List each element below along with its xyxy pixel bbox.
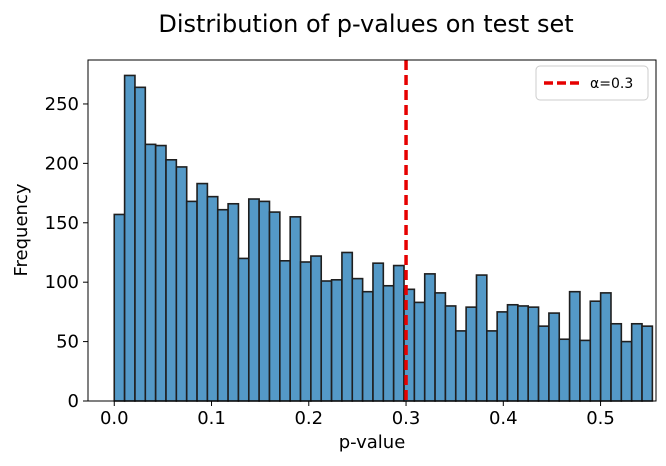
y-axis-ticks: 0 50 100 150 200 250 — [45, 94, 88, 412]
histogram-bar — [641, 325, 654, 402]
legend: α=0.3 — [535, 65, 649, 101]
histogram-bar — [568, 290, 581, 402]
histogram-bar — [165, 159, 178, 402]
histogram-bar — [579, 339, 592, 402]
histogram-bar — [113, 213, 126, 402]
histogram-bar — [341, 251, 354, 402]
histogram-bar — [548, 312, 561, 402]
histogram-bar — [196, 182, 209, 402]
histogram-bar — [589, 300, 602, 402]
histogram-bar — [123, 74, 136, 402]
histogram-bar — [227, 202, 240, 402]
x-axis-ticks: 0.0 0.1 0.2 0.3 0.4 0.5 — [100, 401, 615, 429]
histogram-bar — [134, 86, 147, 402]
histogram-bar — [537, 325, 550, 402]
histogram-bar — [527, 306, 540, 402]
histogram-bar — [486, 330, 498, 402]
histogram-bar — [454, 330, 467, 402]
histogram-bar — [599, 292, 612, 402]
x-tick-label: 0.3 — [392, 408, 421, 429]
histogram-bar — [351, 277, 364, 402]
x-tick-label: 0.5 — [586, 408, 615, 429]
histogram-bar — [185, 200, 198, 402]
y-tick-label: 50 — [56, 332, 79, 353]
histogram-bar — [361, 290, 374, 402]
histogram-bar — [330, 279, 343, 402]
x-tick-label: 0.0 — [100, 408, 129, 429]
y-tick-label: 0 — [68, 391, 79, 412]
y-tick-label: 250 — [45, 94, 79, 115]
y-tick-label: 150 — [45, 213, 79, 234]
histogram-bar — [175, 166, 188, 402]
x-tick-label: 0.4 — [489, 408, 518, 429]
legend-box — [535, 65, 649, 101]
histogram-bar — [382, 284, 395, 402]
histogram-bar — [289, 216, 302, 402]
histogram-bar — [154, 144, 167, 402]
histogram-bar — [247, 198, 260, 402]
bars-group — [113, 74, 654, 402]
histogram-bar — [444, 305, 457, 402]
histogram-bar — [372, 262, 385, 402]
histogram-bar — [206, 195, 219, 402]
histogram-bar — [310, 255, 323, 402]
x-axis-label: p-value — [339, 432, 406, 453]
histogram-bar — [279, 259, 291, 402]
histogram-bar — [423, 273, 436, 402]
histogram-bar — [216, 208, 229, 402]
histogram-bar — [144, 143, 157, 402]
chart-title: Distribution of p-values on test set — [158, 10, 573, 38]
histogram-bar — [237, 257, 250, 402]
x-tick-label: 0.1 — [197, 408, 226, 429]
histogram-bar — [475, 274, 488, 402]
y-tick-label: 200 — [45, 153, 79, 174]
histogram-bar — [413, 301, 426, 402]
histogram-bar — [258, 200, 271, 402]
histogram-bar — [517, 305, 529, 402]
histogram-bar — [392, 264, 405, 402]
histogram-bar — [610, 322, 623, 402]
y-tick-label: 100 — [45, 272, 79, 293]
x-tick-label: 0.2 — [294, 408, 323, 429]
histogram-bar — [558, 338, 571, 402]
histogram-bar — [320, 280, 333, 402]
histogram-bar — [506, 303, 519, 402]
plot-area-frame — [87, 59, 657, 402]
histogram-bar — [620, 340, 633, 402]
y-axis-label: Frequency — [11, 183, 32, 276]
legend-label: α=0.3 — [590, 76, 633, 92]
histogram-bar — [630, 322, 643, 402]
histogram-bar — [299, 261, 312, 402]
histogram-bar — [268, 211, 281, 402]
histogram-bar — [465, 306, 478, 402]
histogram-bar — [434, 292, 447, 402]
histogram-bar — [496, 311, 509, 402]
